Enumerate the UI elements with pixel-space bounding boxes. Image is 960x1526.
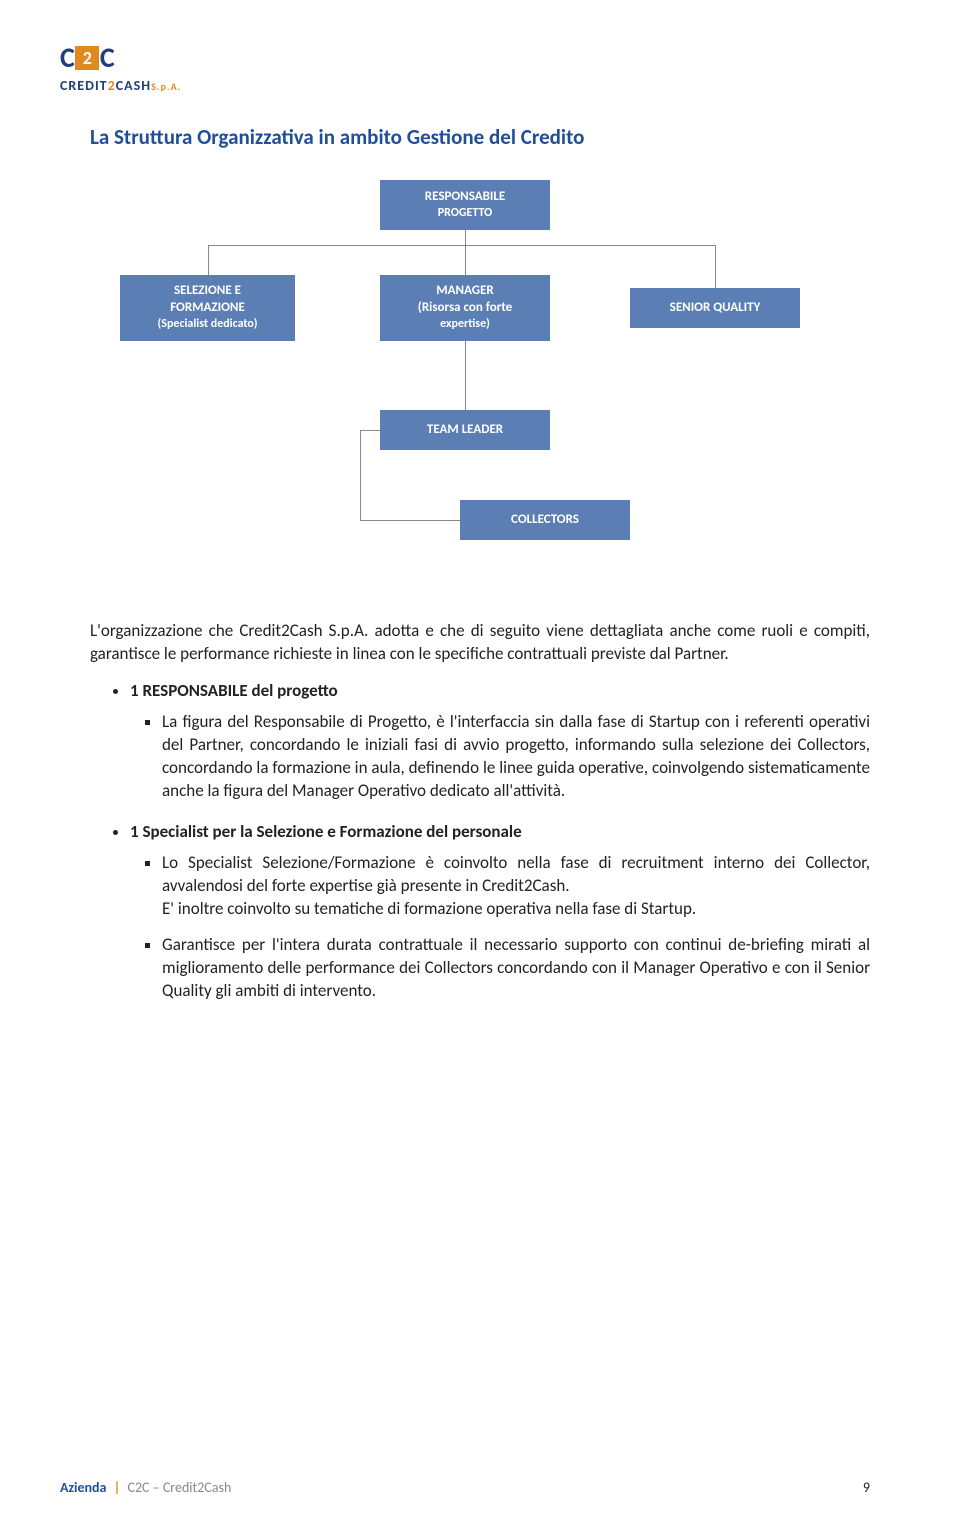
org-connector: [208, 245, 716, 246]
org-connector: [715, 245, 716, 288]
org-node-col: COLLECTORS: [460, 500, 630, 540]
bullet-heading: 1 RESPONSABILE del progetto: [130, 680, 870, 701]
org-connector: [208, 245, 209, 275]
bullet-item: Garantisce per l'intera durata contrattu…: [162, 934, 870, 1003]
page-number: 9: [863, 1479, 870, 1496]
org-connector: [360, 520, 460, 521]
bullet-heading: 1 Specialist per la Selezione e Formazio…: [130, 821, 870, 842]
org-connector: [465, 245, 466, 275]
org-connector: [360, 430, 361, 520]
org-node-sel: SELEZIONE EFORMAZIONE(Specialist dedicat…: [120, 275, 295, 341]
page-footer: Azienda | C2C – Credit2Cash 9: [60, 1479, 870, 1496]
bullet-item: La figura del Responsabile di Progetto, …: [162, 711, 870, 803]
org-connector: [465, 341, 466, 410]
org-connector: [360, 430, 380, 431]
logo-badge: C2C: [60, 40, 114, 75]
org-connector: [465, 230, 466, 245]
footer-company: C2C – Credit2Cash: [127, 1479, 231, 1496]
company-logo: C2C CREDIT2CASHS.p.A.: [60, 40, 870, 94]
footer-section-name: Azienda: [60, 1479, 106, 1496]
org-node-mgr: MANAGER(Risorsa con forteexpertise): [380, 275, 550, 341]
org-node-sq: SENIOR QUALITY: [630, 288, 800, 328]
logo-text: CREDIT2CASHS.p.A.: [60, 77, 181, 94]
org-node-tl: TEAM LEADER: [380, 410, 550, 450]
bullet-item: Lo Specialist Selezione/Formazione è coi…: [162, 852, 870, 921]
section-title: La Struttura Organizzativa in ambito Ges…: [90, 124, 870, 150]
org-node-root: RESPONSABILEPROGETTO: [380, 180, 550, 230]
org-chart: RESPONSABILEPROGETTO SELEZIONE EFORMAZION…: [90, 180, 870, 580]
footer-separator: |: [114, 1479, 121, 1496]
intro-paragraph: L'organizzazione che Credit2Cash S.p.A. …: [90, 620, 870, 666]
